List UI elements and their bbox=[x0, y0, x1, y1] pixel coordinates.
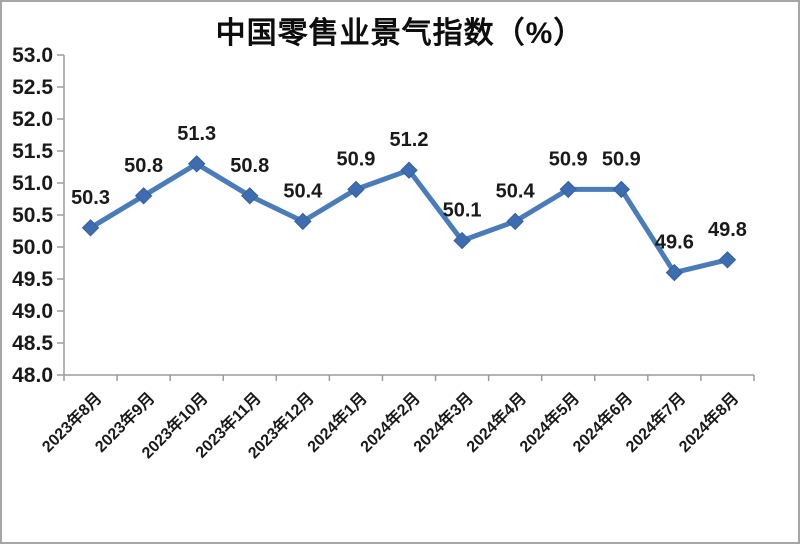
data-point-marker bbox=[241, 187, 259, 205]
data-point-marker bbox=[347, 180, 365, 199]
y-axis-tick-label: 53.0 bbox=[12, 44, 53, 67]
y-axis-tick-label: 48.0 bbox=[12, 364, 53, 387]
data-point-label: 50.4 bbox=[496, 180, 536, 202]
data-point-label: 49.6 bbox=[655, 232, 694, 254]
data-point-marker bbox=[612, 180, 631, 199]
data-point-label: 50.9 bbox=[549, 148, 588, 170]
data-point-marker bbox=[294, 212, 312, 231]
y-axis-tick-label: 52.5 bbox=[12, 76, 53, 99]
data-point-label: 50.9 bbox=[336, 148, 375, 170]
data-point-marker bbox=[506, 212, 524, 231]
data-point-label: 50.4 bbox=[283, 180, 323, 202]
data-point-label: 51.3 bbox=[177, 123, 216, 145]
data-point-marker bbox=[81, 219, 100, 237]
y-axis-tick-label: 51.5 bbox=[12, 140, 53, 163]
data-point-marker bbox=[400, 161, 418, 179]
axis-lines bbox=[63, 55, 754, 376]
y-axis-tick-label: 49.5 bbox=[12, 268, 53, 291]
y-axis-tick-label: 49.0 bbox=[12, 300, 53, 323]
y-axis-tick-label: 48.5 bbox=[12, 332, 53, 355]
data-point-marker bbox=[134, 187, 153, 205]
data-point-label: 49.8 bbox=[708, 219, 747, 241]
y-axis-tick-label: 50.5 bbox=[12, 204, 53, 227]
data-point-marker bbox=[187, 155, 206, 173]
data-point-label: 50.3 bbox=[71, 187, 110, 209]
data-point-label: 50.9 bbox=[602, 148, 641, 170]
series-line bbox=[88, 161, 730, 276]
data-point-label: 51.2 bbox=[390, 129, 429, 151]
data-point-marker bbox=[453, 231, 471, 250]
chart-title: 中国零售业景气指数（%） bbox=[215, 17, 585, 50]
data-point-marker bbox=[559, 180, 577, 199]
data-point-label: 50.8 bbox=[124, 155, 163, 177]
data-point-label: 50.1 bbox=[443, 200, 482, 222]
data-point-marker bbox=[665, 263, 684, 282]
y-axis-tick-label: 50.0 bbox=[12, 236, 53, 259]
data-point-label: 50.8 bbox=[230, 155, 269, 177]
data-point-marker bbox=[718, 251, 737, 269]
y-axis-tick-label: 51.0 bbox=[12, 172, 53, 195]
y-axis-tick-label: 52.0 bbox=[12, 108, 53, 131]
